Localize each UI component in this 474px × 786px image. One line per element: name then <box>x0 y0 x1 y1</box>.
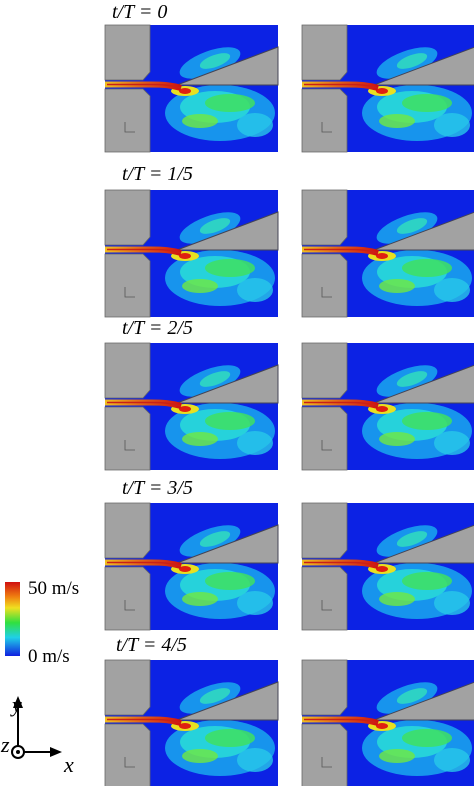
flow-field <box>105 190 278 317</box>
flow-field <box>302 343 474 470</box>
flow-field <box>302 25 474 152</box>
axis-label-y: y <box>10 692 22 717</box>
flow-field <box>105 503 278 630</box>
panel-label: t/T = 1/5 <box>122 163 193 185</box>
panel-label: t/T = 4/5 <box>116 634 187 656</box>
panel-label: t/T = 3/5 <box>122 477 193 499</box>
flow-field <box>302 190 474 317</box>
axis-label-z: z <box>0 732 10 757</box>
flow-field <box>105 660 278 786</box>
colorbar-max-label: 50 m/s <box>28 578 79 599</box>
colorbar-min-label: 0 m/s <box>28 646 70 667</box>
flow-field <box>302 503 474 630</box>
axis-label-x: x <box>63 752 74 777</box>
colorbar <box>5 582 20 656</box>
panel-label: t/T = 2/5 <box>122 317 193 339</box>
axis-triad <box>11 696 62 759</box>
flow-field <box>105 25 278 152</box>
panel-label: t/T = 0 <box>112 1 167 23</box>
flow-field <box>105 343 278 470</box>
flow-field <box>302 660 474 786</box>
